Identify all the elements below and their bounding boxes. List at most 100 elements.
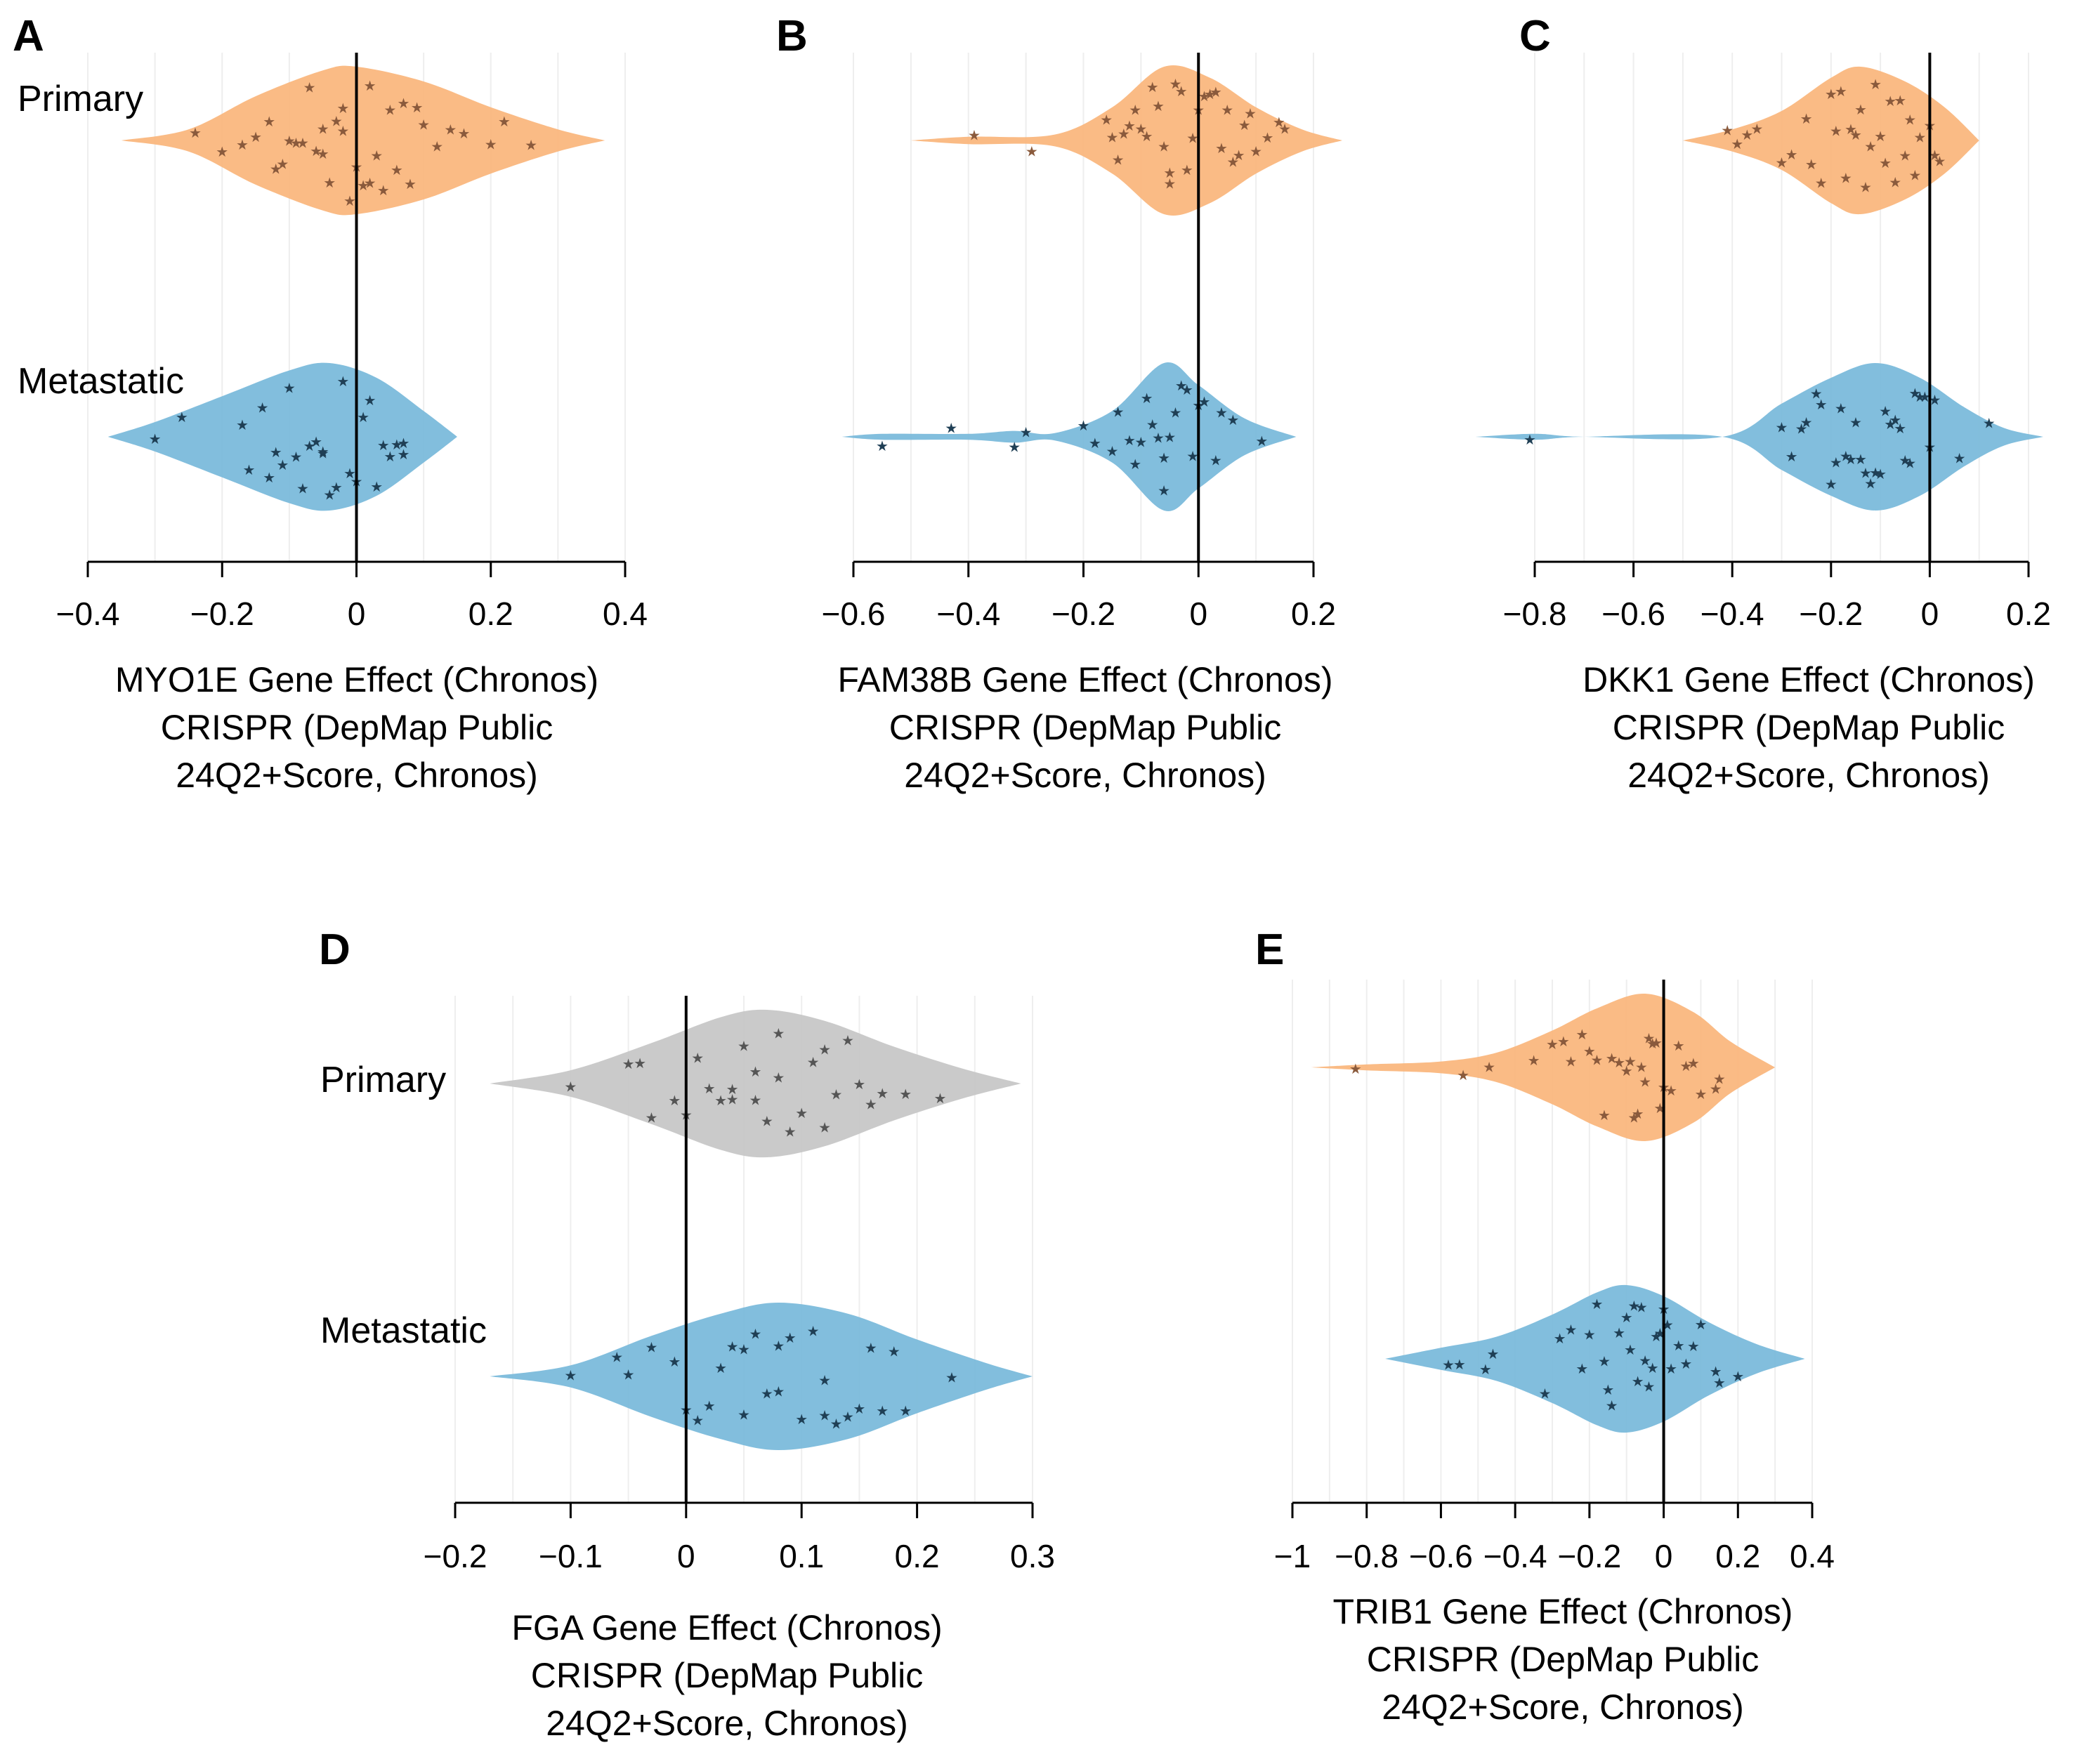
data-point-star: ★ (1908, 385, 1921, 402)
data-point-star: ★ (1632, 1105, 1644, 1122)
data-point-star: ★ (1864, 475, 1877, 492)
data-point-star: ★ (1238, 117, 1251, 133)
x-tick-label: 0.3 (1010, 1538, 1055, 1574)
data-point-star: ★ (431, 138, 443, 154)
data-point-star: ★ (1163, 428, 1176, 445)
data-point-star: ★ (1564, 1053, 1577, 1069)
data-point-star: ★ (1665, 1360, 1677, 1377)
data-point-star: ★ (1632, 1373, 1644, 1390)
data-point-star: ★ (330, 112, 343, 129)
data-point-star: ★ (1894, 420, 1906, 437)
data-point-star: ★ (1830, 454, 1842, 471)
data-point-star: ★ (1226, 412, 1239, 428)
data-point-star: ★ (1635, 1059, 1648, 1076)
panel-letter: C (1519, 12, 1551, 60)
x-tick-label: −0.2 (1799, 595, 1863, 632)
data-point-star: ★ (738, 1406, 750, 1423)
x-tick-label: 0.4 (603, 595, 648, 632)
data-point-star: ★ (310, 433, 322, 450)
data-point-star: ★ (1835, 83, 1847, 100)
x-tick-label: 0.2 (2006, 595, 2051, 632)
data-point-star: ★ (1908, 167, 1921, 184)
data-point-star: ★ (610, 1348, 623, 1365)
data-point-star: ★ (1913, 388, 1926, 405)
data-point-star: ★ (634, 1055, 646, 1072)
data-point-star: ★ (296, 480, 309, 496)
data-point-star: ★ (1106, 129, 1118, 145)
data-point-star: ★ (888, 1343, 900, 1360)
data-point-star: ★ (1627, 1298, 1640, 1315)
data-point-star: ★ (1134, 434, 1147, 451)
data-point-star: ★ (263, 469, 275, 486)
data-point-star: ★ (668, 1353, 681, 1370)
data-point-star: ★ (1112, 404, 1125, 421)
data-point-star: ★ (1590, 1296, 1603, 1312)
data-point-star: ★ (1089, 435, 1101, 452)
data-point-star: ★ (1278, 121, 1291, 138)
data-point-star: ★ (1210, 84, 1222, 100)
data-point-star: ★ (1879, 403, 1892, 420)
data-point-star: ★ (336, 100, 349, 117)
data-point-star: ★ (1077, 417, 1090, 434)
data-point-star: ★ (703, 1080, 716, 1097)
x-axis-label: CRISPR (DepMap Public (531, 1656, 924, 1695)
data-point-star: ★ (276, 155, 289, 172)
data-point-star: ★ (310, 143, 322, 159)
data-point-star: ★ (1221, 101, 1233, 118)
data-point-star: ★ (1026, 143, 1038, 160)
data-point-star: ★ (1889, 174, 1901, 191)
data-point-star: ★ (1918, 388, 1931, 405)
x-tick-label: −0.6 (822, 595, 886, 632)
data-point-star: ★ (1624, 1341, 1637, 1358)
data-point-star: ★ (1694, 1316, 1707, 1333)
data-point-star: ★ (1442, 1357, 1455, 1374)
data-point-star: ★ (1694, 1086, 1707, 1102)
data-point-star: ★ (761, 1112, 773, 1129)
x-axis-label: 24Q2+Score, Chronos) (1627, 756, 1990, 795)
data-point-star: ★ (1590, 1052, 1603, 1069)
data-point-star: ★ (1665, 1082, 1677, 1099)
data-point-star: ★ (1146, 416, 1159, 433)
data-point-star: ★ (1786, 448, 1798, 465)
data-point-star: ★ (1859, 464, 1872, 481)
data-point-star: ★ (738, 1341, 750, 1358)
data-point-star: ★ (1134, 120, 1147, 137)
data-point-star: ★ (370, 478, 383, 495)
data-point-star: ★ (1624, 1053, 1637, 1070)
data-point-star: ★ (1020, 423, 1033, 440)
data-point-star: ★ (364, 392, 376, 409)
data-point-star: ★ (370, 147, 383, 164)
data-point-star: ★ (444, 121, 457, 138)
data-point-star: ★ (934, 1090, 947, 1107)
data-point-star: ★ (1845, 121, 1857, 138)
panel-e: E★ ★ ★ ★★★★★★★★★★★★★★★★★★★★★★★★★ ★★★★ ★★★★★★★… (1255, 926, 1835, 1727)
violin-metastatic (490, 1303, 1033, 1450)
data-point-star: ★ (1575, 1026, 1588, 1043)
data-point-star: ★ (1894, 92, 1906, 109)
data-point-star: ★ (726, 1091, 739, 1107)
data-point-star: ★ (1598, 1107, 1611, 1124)
data-point-star: ★ (1349, 1060, 1362, 1077)
x-axis-label: 24Q2+Score, Chronos) (904, 756, 1266, 795)
data-point-star: ★ (853, 1076, 865, 1093)
data-point-star: ★ (865, 1339, 877, 1356)
data-point-star: ★ (343, 192, 356, 209)
data-point-star: ★ (1158, 138, 1170, 155)
data-point-star: ★ (968, 127, 981, 144)
data-point-star: ★ (1849, 126, 1862, 143)
data-point-star: ★ (1840, 170, 1852, 187)
x-tick-label: 0 (1189, 595, 1207, 632)
data-point-star: ★ (343, 465, 356, 482)
data-point-star: ★ (668, 1092, 681, 1109)
x-axis-label: FGA Gene Effect (Chronos) (511, 1608, 942, 1647)
data-point-star: ★ (772, 1338, 785, 1355)
data-point-star: ★ (749, 1091, 761, 1108)
x-tick-label: −0.8 (1335, 1538, 1398, 1574)
panel-d: D★★★★★★★★★★★★★★★★★★★★★★★★★★ ★ ★★★★★★★★★★★★… (319, 926, 1055, 1743)
x-tick-label: −0.4 (936, 595, 1000, 632)
data-point-star: ★ (1226, 153, 1239, 170)
data-point-star: ★ (323, 174, 336, 191)
data-point-star: ★ (1815, 396, 1828, 413)
data-point-star: ★ (1635, 1299, 1648, 1316)
data-point-star: ★ (1815, 174, 1828, 191)
